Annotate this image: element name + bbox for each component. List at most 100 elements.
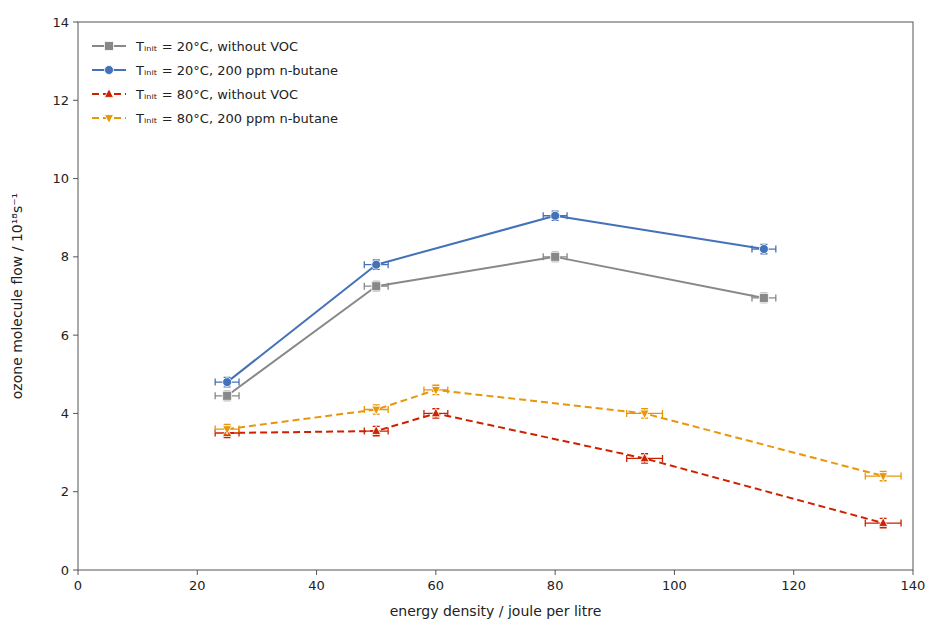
x-error-bar bbox=[215, 379, 239, 386]
y-error-bar bbox=[552, 211, 559, 220]
y-tick bbox=[73, 491, 78, 492]
y-tick-label: 12 bbox=[52, 93, 69, 108]
y-tick-label: 14 bbox=[52, 15, 69, 30]
y-tick bbox=[73, 100, 78, 101]
legend-label: Tᵢₙᵢₜ = 80°C, without VOC bbox=[135, 87, 298, 102]
plot-frame bbox=[78, 22, 913, 570]
series-line bbox=[227, 390, 883, 476]
y-tick bbox=[73, 335, 78, 336]
legend-marker bbox=[105, 89, 114, 98]
y-tick-label: 0 bbox=[61, 563, 69, 578]
y-error-bar bbox=[224, 391, 231, 400]
x-error-bar bbox=[543, 253, 567, 260]
data-point bbox=[372, 282, 381, 291]
y-error-bar bbox=[552, 252, 559, 261]
plot-background bbox=[78, 22, 913, 570]
x-error-bar bbox=[752, 294, 776, 301]
x-tick-label: 60 bbox=[428, 578, 445, 593]
legend-item: Tᵢₙᵢₜ = 20°C, 200 ppm n-butane bbox=[92, 63, 338, 78]
series bbox=[215, 385, 901, 481]
data-point bbox=[372, 426, 381, 435]
x-tick-label: 120 bbox=[781, 578, 806, 593]
x-tick bbox=[435, 570, 436, 575]
y-error-bar bbox=[760, 244, 767, 253]
x-error-bar bbox=[364, 261, 388, 268]
y-tick-label: 10 bbox=[52, 171, 69, 186]
legend-marker bbox=[105, 115, 114, 124]
x-tick-label: 0 bbox=[74, 578, 82, 593]
y-error-bar bbox=[224, 377, 231, 386]
y-error-bar bbox=[432, 385, 439, 394]
x-tick-label: 100 bbox=[662, 578, 687, 593]
x-axis-label: energy density / joule per litre bbox=[390, 603, 602, 619]
y-tick-label: 2 bbox=[61, 484, 69, 499]
y-error-bar bbox=[373, 426, 380, 435]
x-tick-label: 20 bbox=[189, 578, 206, 593]
y-tick bbox=[73, 570, 78, 571]
y-tick-label: 8 bbox=[61, 249, 69, 264]
legend-item: Tᵢₙᵢₜ = 80°C, without VOC bbox=[92, 87, 298, 102]
data-point bbox=[640, 453, 649, 462]
data-point bbox=[551, 211, 560, 220]
series-line bbox=[227, 413, 883, 523]
y-tick-label: 6 bbox=[61, 328, 69, 343]
data-point bbox=[879, 473, 888, 482]
legend-label: Tᵢₙᵢₜ = 80°C, 200 ppm n-butane bbox=[135, 111, 338, 126]
legend: Tᵢₙᵢₜ = 20°C, without VOC Tᵢₙᵢₜ = 20°C, 2… bbox=[92, 39, 338, 126]
x-tick bbox=[197, 570, 198, 575]
data-point bbox=[372, 406, 381, 415]
y-error-bar bbox=[880, 518, 887, 527]
y-error-bar bbox=[373, 260, 380, 269]
legend-marker bbox=[105, 42, 114, 51]
y-error-bar bbox=[760, 293, 767, 302]
data-point bbox=[759, 293, 768, 302]
y-error-bar bbox=[641, 454, 648, 463]
x-tick-label: 40 bbox=[308, 578, 325, 593]
y-error-bar bbox=[432, 409, 439, 418]
data-point bbox=[879, 518, 888, 527]
x-tick-label: 80 bbox=[547, 578, 564, 593]
plot-data bbox=[215, 211, 901, 528]
x-tick-label: 140 bbox=[901, 578, 926, 593]
data-point bbox=[223, 378, 232, 387]
data-point bbox=[223, 426, 232, 435]
series bbox=[215, 408, 901, 527]
y-error-bar bbox=[641, 409, 648, 418]
y-error-bar bbox=[224, 424, 231, 433]
series bbox=[215, 211, 776, 387]
legend-label: Tᵢₙᵢₜ = 20°C, 200 ppm n-butane bbox=[135, 63, 338, 78]
y-error-bar bbox=[880, 471, 887, 480]
axes: 0 20 40 60 80 100 120 140 0 2 4 6 8 10 12 14 bbox=[52, 15, 925, 594]
y-tick bbox=[73, 178, 78, 179]
x-error-bar bbox=[364, 283, 388, 290]
x-tick bbox=[913, 570, 914, 575]
y-error-bar bbox=[373, 405, 380, 414]
x-error-bar bbox=[215, 392, 239, 399]
y-tick bbox=[73, 413, 78, 414]
data-point bbox=[551, 252, 560, 261]
data-point bbox=[223, 391, 232, 400]
x-tick bbox=[793, 570, 794, 575]
data-point bbox=[431, 408, 440, 417]
chart-svg: 0 20 40 60 80 100 120 140 0 2 4 6 8 10 12 14 energy dens… bbox=[0, 0, 941, 632]
data-point bbox=[372, 260, 381, 269]
legend-marker bbox=[105, 66, 114, 75]
data-point bbox=[759, 245, 768, 254]
legend-item: Tᵢₙᵢₜ = 20°C, without VOC bbox=[92, 39, 298, 54]
x-tick bbox=[78, 570, 79, 575]
y-tick-label: 4 bbox=[61, 406, 69, 421]
data-point bbox=[640, 410, 649, 419]
legend-label: Tᵢₙᵢₜ = 20°C, without VOC bbox=[135, 39, 298, 54]
series-line bbox=[227, 257, 764, 396]
chart-container: 0 20 40 60 80 100 120 140 0 2 4 6 8 10 12 14 energy dens… bbox=[0, 0, 941, 632]
x-tick bbox=[674, 570, 675, 575]
y-tick bbox=[73, 22, 78, 23]
series-line bbox=[227, 216, 764, 382]
data-point bbox=[431, 387, 440, 396]
x-tick bbox=[316, 570, 317, 575]
x-tick bbox=[555, 570, 556, 575]
x-error-bar bbox=[752, 246, 776, 253]
legend-item: Tᵢₙᵢₜ = 80°C, 200 ppm n-butane bbox=[92, 111, 338, 126]
y-error-bar bbox=[373, 282, 380, 291]
y-tick bbox=[73, 256, 78, 257]
